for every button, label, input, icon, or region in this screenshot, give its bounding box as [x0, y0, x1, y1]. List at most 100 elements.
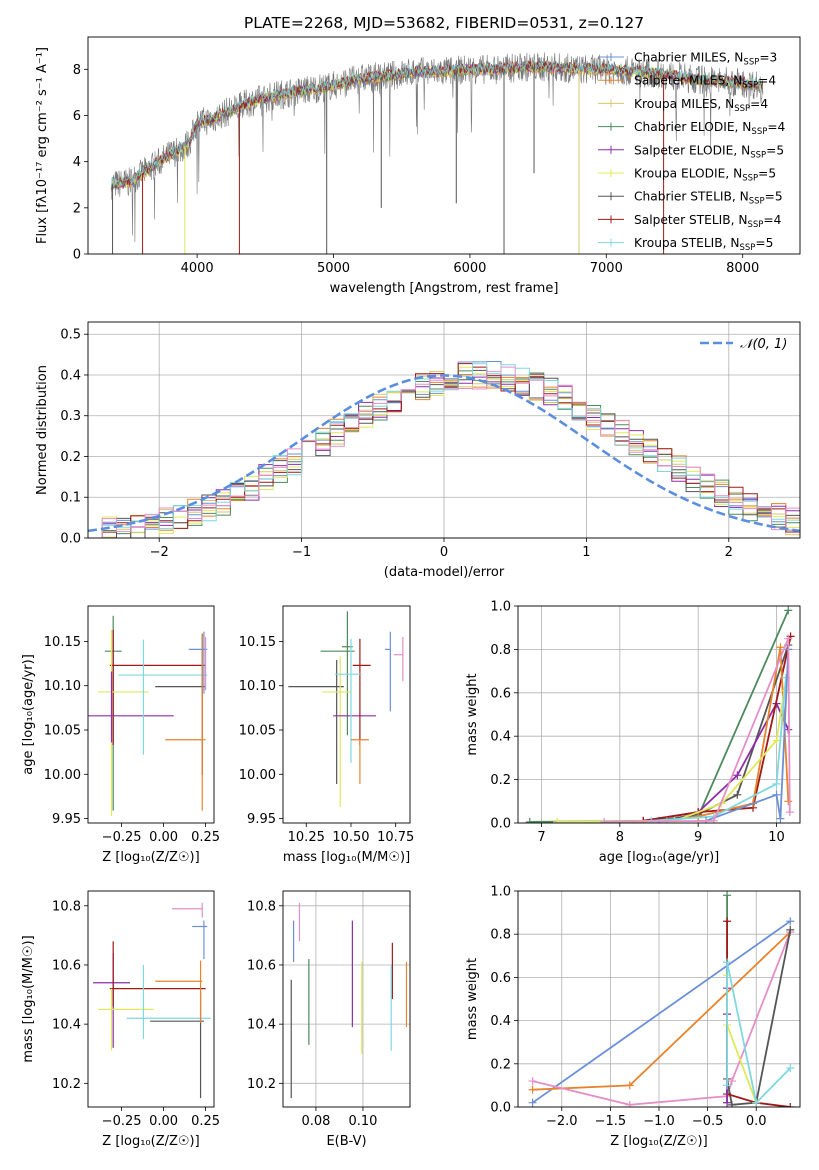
mass-weight-series-line [643, 636, 792, 822]
y-tick-label: 0.2 [490, 1057, 511, 1072]
y-tick-label: 10.15 [44, 635, 81, 650]
y-tick-label: 0.5 [60, 328, 81, 343]
y-tick-label: 10.2 [52, 1077, 81, 1092]
chart-title: PLATE=2268, MJD=53682, FIBERID=0531, z=0… [244, 14, 644, 32]
spectrum-panel: 4000 5000 6000 7000 8000 0 2 4 6 8 wavelength [Ang… [35, 14, 801, 296]
y-tick-label: 10.6 [247, 958, 276, 973]
y-tick-label: 9.95 [52, 812, 81, 827]
mass-weight-point [784, 797, 793, 806]
x-tick-label: −2 [150, 545, 169, 560]
legend-entry: Chabrier ELODIE, NSSP=4 [634, 120, 786, 137]
mass-weight-point [625, 1100, 634, 1107]
mass-weight-vs-metallicity-panel: −2.0 −1.5 −1.0 −0.5 0.0 0.0 0.2 0.4 0.6 0.8 1.0 Z [… [465, 885, 801, 1149]
y-axis-label: mass weight [465, 673, 480, 755]
y-tick-label: 0.4 [490, 1014, 511, 1029]
y-tick-label: 10.8 [52, 899, 81, 914]
mass-weight-point [528, 1077, 537, 1086]
mass-weight-series-line [726, 962, 791, 1105]
mass-vs-metallicity-panel: −0.25 0.00 0.25 10.2 10.4 10.6 10.8 Z [log₁₀(Z/… [21, 890, 220, 1149]
mass-weight-point [528, 1098, 537, 1107]
x-tick-label: 0 [440, 545, 448, 560]
mass-weight-point [528, 1085, 537, 1094]
plot-area [110, 52, 764, 254]
y-tick-label: 0.8 [490, 643, 511, 658]
mass-weight-point [727, 1077, 736, 1086]
residuals-panel: −2 −1 0 1 2 0.0 0.1 0.2 0.3 0.4 0.5 (data-model)/er… [35, 321, 801, 580]
y-tick-label: 10.00 [239, 768, 276, 783]
legend-entry: Salpeter STELIB, NSSP=4 [634, 213, 782, 230]
y-tick-label: 0.0 [490, 817, 511, 832]
y-tick-label: 0.3 [60, 409, 81, 424]
mass-weight-series-line [726, 929, 792, 1106]
mass-weight-series-line [651, 677, 787, 822]
mass-weight-point [784, 634, 793, 643]
x-tick-label: 10.75 [377, 830, 414, 845]
y-tick-label: 2 [73, 201, 81, 216]
y-tick-label: 10.10 [44, 679, 81, 694]
y-tick-label: 9.95 [247, 812, 276, 827]
mass-weight-point [772, 790, 781, 799]
y-tick-label: 0.0 [490, 1101, 511, 1116]
mass-weight-point [784, 606, 793, 615]
y-tick-label: 10.05 [44, 724, 81, 739]
legend-entry: Kroupa ELODIE, NSSP=5 [634, 167, 776, 184]
legend-entry: Kroupa STELIB, NSSP=5 [634, 236, 773, 253]
y-tick-label: 0.8 [490, 928, 511, 943]
mass-vs-ebv-panel: 0.08 0.10 10.2 10.4 10.6 10.8 E(B-V) [247, 890, 411, 1149]
y-tick-label: 0.0 [60, 532, 81, 547]
y-tick-label: 10.4 [247, 1018, 276, 1033]
mass-weight-point [772, 736, 781, 745]
mass-weight-point [723, 917, 732, 926]
y-axis-label: age [log₁₀(age/yr)] [21, 654, 36, 775]
y-axis-label: mass weight [465, 958, 480, 1040]
y-tick-label: 10.4 [52, 1018, 81, 1033]
x-tick-label: 9 [694, 830, 702, 845]
x-tick-label: −0.25 [102, 830, 142, 845]
plot-area [525, 606, 795, 823]
y-tick-label: 8 [73, 63, 81, 78]
axes-frame [87, 890, 215, 1108]
legend-entry: Salpeter ELODIE, NSSP=5 [634, 143, 784, 160]
y-tick-label: 0.2 [60, 450, 81, 465]
y-tick-label: 0 [73, 248, 81, 263]
legend-entry: Chabrier STELIB, NSSP=5 [634, 190, 783, 207]
x-axis-label: age [log₁₀(age/yr)] [599, 850, 720, 865]
x-tick-label: −2.0 [546, 1114, 578, 1129]
y-tick-label: 10.00 [44, 768, 81, 783]
y-axis-label: Flux [fλ10⁻¹⁷ erg cm⁻² s⁻¹ A⁻¹] [35, 47, 50, 244]
mass-weight-point [752, 1098, 761, 1107]
mass-weight-series-line [604, 638, 791, 823]
mass-weight-series-line [532, 920, 791, 1104]
x-tick-label: 8 [616, 830, 624, 845]
age-vs-metallicity-panel: −0.25 0.00 0.25 9.95 10.00 10.05 10.10 10.15 Z [… [21, 605, 220, 865]
mass-weight-point [786, 925, 795, 934]
y-axis-label: Normed distribution [35, 365, 50, 495]
y-axis-label: mass [log₁₀(M/M☉)] [21, 935, 36, 1062]
mass-weight-point [709, 816, 718, 823]
x-axis-label: mass [log₁₀(M/M☉)] [283, 850, 410, 865]
age-vs-mass-panel: 10.25 10.50 10.75 9.95 10.00 10.05 10.10 10.15 m… [239, 605, 414, 865]
mass-weight-series-line [529, 609, 790, 823]
mass-weight-point [723, 891, 732, 900]
axes-frame [87, 36, 801, 255]
axes-frame [282, 605, 411, 824]
mass-weight-point [553, 817, 562, 823]
mass-weight-point [733, 790, 742, 799]
x-tick-label: 0.00 [149, 830, 178, 845]
plot-area [528, 891, 795, 1107]
mass-weight-vs-age-panel: 7 8 9 10 0.0 0.2 0.4 0.6 0.8 1.0 age [log₁₀(age/yr… [465, 600, 801, 865]
x-axis-label: Z [log₁₀(Z/Z☉)] [610, 1134, 707, 1149]
mass-weight-point [786, 1064, 795, 1073]
y-tick-label: 6 [73, 109, 81, 124]
legend-entry: Salpeter MILES, NSSP=4 [634, 74, 776, 91]
x-tick-label: 0.25 [191, 1114, 220, 1129]
plot-area [93, 902, 211, 1099]
mass-weight-point [727, 1100, 736, 1107]
x-tick-label: 0.00 [149, 1114, 178, 1129]
x-tick-label: 7000 [590, 261, 623, 276]
y-tick-label: 1.0 [490, 600, 511, 615]
model-spectrum-line [110, 58, 763, 189]
x-axis-label: E(B-V) [326, 1134, 366, 1149]
axes-frame [87, 605, 215, 824]
y-tick-label: 0.4 [60, 368, 81, 383]
